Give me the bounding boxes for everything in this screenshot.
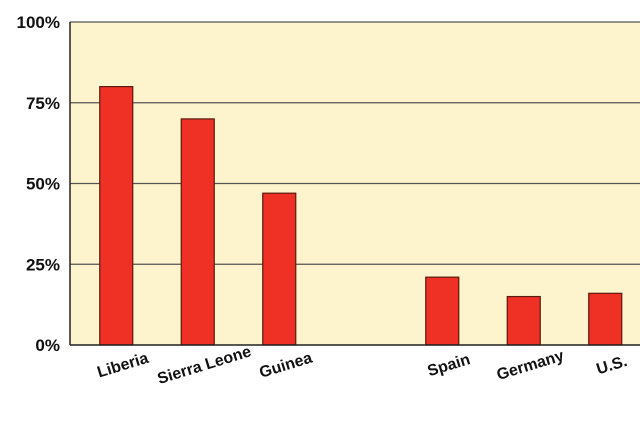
x-category-label: Guinea <box>258 350 315 382</box>
y-tick-label: 100% <box>17 13 60 32</box>
y-tick-label: 75% <box>26 94 60 113</box>
y-tick-label: 25% <box>26 255 60 274</box>
x-category-labels: Liberia Sierra Leone Guinea Spain Germany U.S… <box>95 343 629 388</box>
y-tick-label: 0% <box>35 336 60 355</box>
bar <box>262 192 297 346</box>
x-category-label: Liberia <box>95 350 150 382</box>
x-category-label: U.S. <box>595 353 630 378</box>
x-category-label: Germany <box>495 347 566 384</box>
bar <box>588 292 623 346</box>
x-category-label: Spain <box>426 351 473 380</box>
y-tick-labels: 0% 25% 50% 75% 100% <box>17 13 60 355</box>
x-category-label: Sierra Leone <box>156 343 254 388</box>
bar <box>506 295 541 346</box>
grid-lines <box>70 21 640 265</box>
bar <box>425 276 460 346</box>
bar <box>99 85 134 346</box>
y-tick-label: 50% <box>26 175 60 194</box>
bar <box>180 118 215 346</box>
